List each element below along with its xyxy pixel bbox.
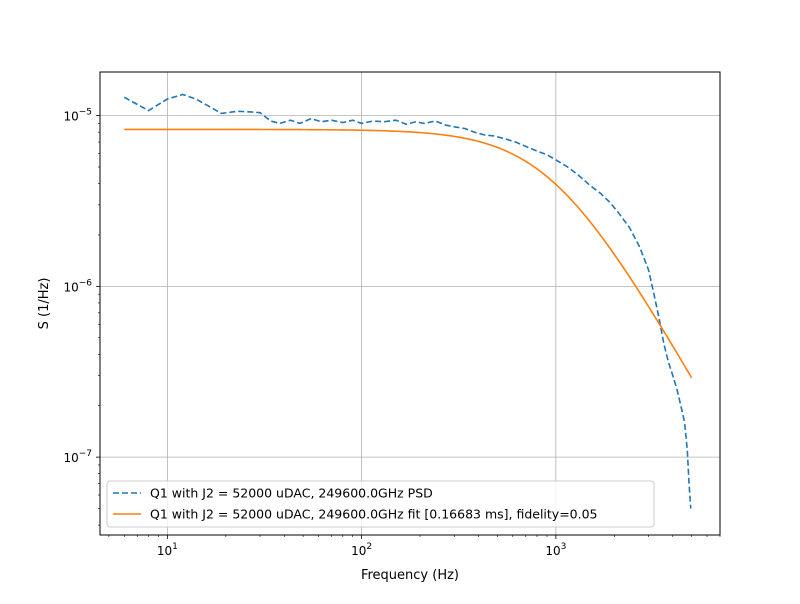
x-tick-label: 102 xyxy=(351,542,372,558)
psd-series-line xyxy=(123,93,692,509)
y-axis-label: S (1/Hz) xyxy=(37,278,52,330)
x-tick-label: 103 xyxy=(545,542,566,558)
y-tick-label: 10−6 xyxy=(63,278,92,294)
legend-entry-label: Q1 with J2 = 52000 uDAC, 249600.0GHz fit… xyxy=(150,507,598,522)
x-axis-label: Frequency (Hz) xyxy=(361,568,459,583)
axes-frame xyxy=(99,71,721,536)
legend: Q1 with J2 = 52000 uDAC, 249600.0GHz PSD… xyxy=(106,480,655,528)
axis-ticks: 101 102 103 10−7 10−6 10−5 xyxy=(63,108,721,558)
y-tick-label: 10−5 xyxy=(63,108,92,124)
fit-series-line xyxy=(124,128,693,379)
legend-box xyxy=(106,480,655,528)
x-tick-label: 101 xyxy=(157,542,178,558)
legend-entry-label: Q1 with J2 = 52000 uDAC, 249600.0GHz PSD xyxy=(150,486,433,501)
series-layer xyxy=(123,93,693,509)
grid-lines xyxy=(100,72,720,535)
y-tick-label: 10−7 xyxy=(63,449,92,465)
